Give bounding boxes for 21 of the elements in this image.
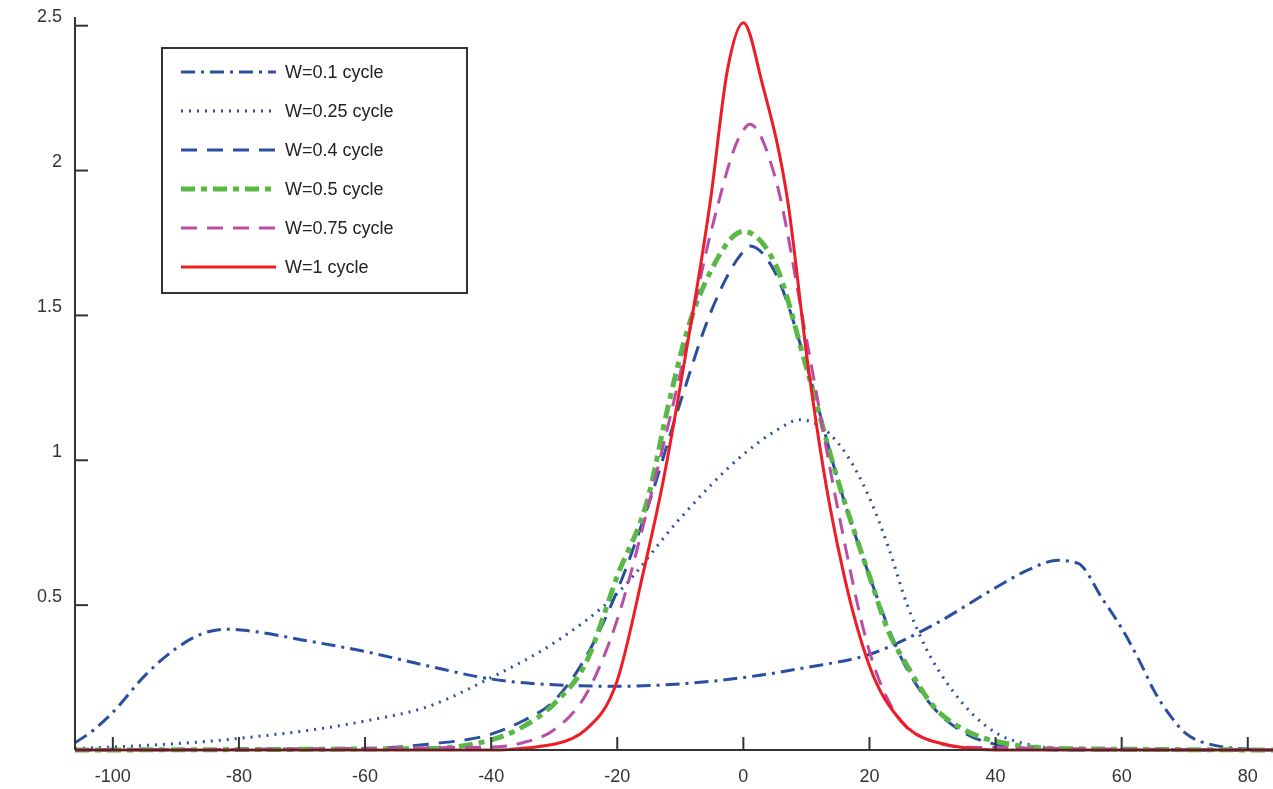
x-tick-label: -80 [225,766,252,786]
y-tick-label: 0.5 [36,585,62,606]
x-tick-label: 20 [859,766,880,786]
legend-label: W=0.25 cycle [285,101,394,122]
x-tick-label: 80 [1237,766,1258,786]
x-tick-label: -40 [478,766,505,786]
x-tick-label: -60 [352,766,379,786]
x-tick-label: 60 [1111,766,1132,786]
legend-label: W=1 cycle [285,257,369,278]
y-tick-label: 1.5 [36,295,62,316]
x-tick-label: 0 [738,766,749,786]
x-tick-label: -20 [604,766,631,786]
legend-label: W=0.5 cycle [285,179,384,200]
legend-label: W=0.4 cycle [285,140,384,161]
y-tick-label: 2.5 [36,6,62,27]
y-tick-label: 2 [51,150,62,171]
x-tick-label: 40 [985,766,1006,786]
y-tick-label: 1 [51,440,62,461]
legend-label: W=0.1 cycle [285,62,384,83]
x-tick-label: -100 [94,766,131,786]
legend-label: W=0.75 cycle [285,218,394,239]
